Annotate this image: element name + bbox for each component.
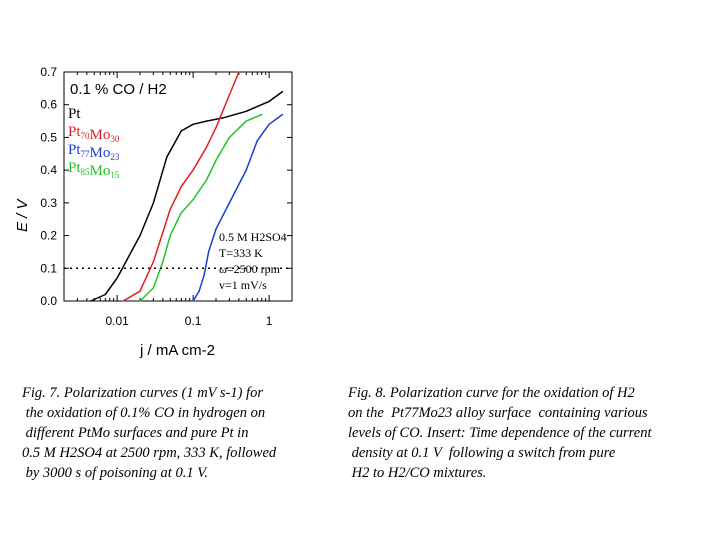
polarization-chart: 0.0 0.1 0.2 0.3 0.4 0.5 0.6 0.7 0.01 0.1 1 0.1 % C… (14, 65, 293, 359)
data-point (268, 100, 270, 103)
data-point (116, 277, 118, 279)
series-line (122, 71, 240, 302)
data-point (281, 91, 284, 93)
series-Pt77Mo23 (192, 113, 284, 302)
data-point (104, 293, 106, 296)
y-tick-label: 0.2 (40, 229, 57, 243)
legend-item: Pt (68, 106, 81, 122)
data-point (205, 146, 208, 148)
data-point (162, 261, 164, 263)
y-tick-label: 0.3 (40, 196, 57, 210)
caption-line: by 3000 s of poisoning at 0.1 V. (22, 465, 208, 481)
series-Pt70Mo30 (122, 71, 240, 302)
curves-layer (90, 71, 284, 302)
data-point (152, 261, 154, 263)
y-tick-label: 0.7 (40, 65, 57, 79)
data-point (152, 287, 154, 289)
data-point (228, 94, 230, 96)
data-point (215, 159, 217, 161)
data-point (205, 179, 208, 181)
chart-title: 0.1 % CO / H2 (70, 81, 167, 98)
series-Pt85Mo15 (139, 113, 263, 302)
data-point (139, 300, 141, 302)
data-point (192, 198, 194, 201)
data-point (281, 113, 284, 116)
y-tick-label: 0.6 (40, 98, 57, 112)
x-tick-label: 1 (266, 314, 273, 328)
data-point (192, 169, 194, 171)
data-point (152, 202, 154, 204)
condition-line: T=333 K (219, 246, 263, 260)
data-point (245, 120, 247, 122)
data-point (192, 123, 194, 125)
plot-frame (63, 71, 293, 302)
caption-line: density at 0.1 V following a switch from… (348, 445, 616, 461)
data-point (192, 300, 194, 302)
data-point (139, 290, 141, 292)
y-tick-label: 0.4 (40, 163, 57, 177)
data-point (228, 136, 230, 139)
condition-line: v=1 mV/s (219, 278, 267, 292)
data-point (245, 110, 247, 112)
caption-line: H2 to H2/CO mixtures. (348, 465, 487, 481)
figure-8-caption: Fig. 8. Polarization curve for the oxida… (348, 383, 708, 483)
data-point (180, 212, 182, 214)
data-point (180, 185, 182, 188)
legend-item: Pt77Mo23 (68, 142, 120, 162)
data-point (122, 300, 124, 302)
condition-line: ω=2500 rpm (219, 262, 281, 276)
x-tick-label: 0.1 (185, 314, 202, 328)
caption-line: Fig. 7. Polarization curves (1 mV s-1) f… (22, 385, 263, 401)
data-point (256, 140, 258, 142)
x-axis-label: j / mA cm-2 (139, 342, 215, 359)
series-Pt (90, 90, 284, 302)
caption-line: on the Pt77Mo23 alloy surface containing… (348, 405, 648, 421)
y-axis-label: E / V (14, 197, 31, 232)
data-point (139, 234, 141, 237)
data-point (261, 113, 263, 116)
data-point (215, 127, 217, 129)
data-point (180, 130, 182, 132)
series-line (192, 113, 283, 302)
data-point (228, 202, 230, 204)
caption-line: levels of CO. Insert: Time dependence of… (348, 425, 652, 441)
data-point (238, 71, 240, 73)
figure-7-caption: Fig. 7. Polarization curves (1 mV s-1) f… (22, 383, 322, 483)
caption-line: Fig. 8. Polarization curve for the oxida… (348, 385, 635, 401)
data-point (169, 208, 171, 210)
data-point (90, 300, 92, 302)
caption-line: different PtMo surfaces and pure Pt in (22, 425, 249, 441)
ticks-layer: 0.0 0.1 0.2 0.3 0.4 0.5 0.6 0.7 0.01 0.1 1 (40, 65, 292, 328)
data-point (205, 120, 208, 122)
x-tick-label: 0.01 (105, 314, 129, 328)
data-point (208, 251, 210, 253)
data-point (222, 117, 224, 119)
data-point (198, 290, 200, 292)
condition-line: 0.5 M H2SO4 (219, 230, 287, 244)
conditions-box: 0.5 M H2SO4 T=333 K ω=2500 rpm v=1 mV/s (219, 230, 287, 292)
legend-item: Pt70Mo30 (68, 124, 120, 144)
data-point (215, 228, 217, 230)
data-point (203, 274, 205, 276)
data-point (268, 123, 270, 125)
y-tick-label: 0.0 (40, 294, 57, 308)
y-tick-label: 0.5 (40, 130, 57, 144)
caption-line: 0.5 M H2SO4 at 2500 rpm, 333 K, followed (22, 445, 277, 461)
legend-item: Pt85Mo15 (68, 160, 120, 180)
y-tick-label: 0.1 (40, 261, 57, 275)
data-point (166, 156, 168, 158)
data-point (169, 234, 171, 237)
data-point (245, 169, 247, 171)
caption-line: the oxidation of 0.1% CO in hydrogen on (22, 405, 266, 421)
